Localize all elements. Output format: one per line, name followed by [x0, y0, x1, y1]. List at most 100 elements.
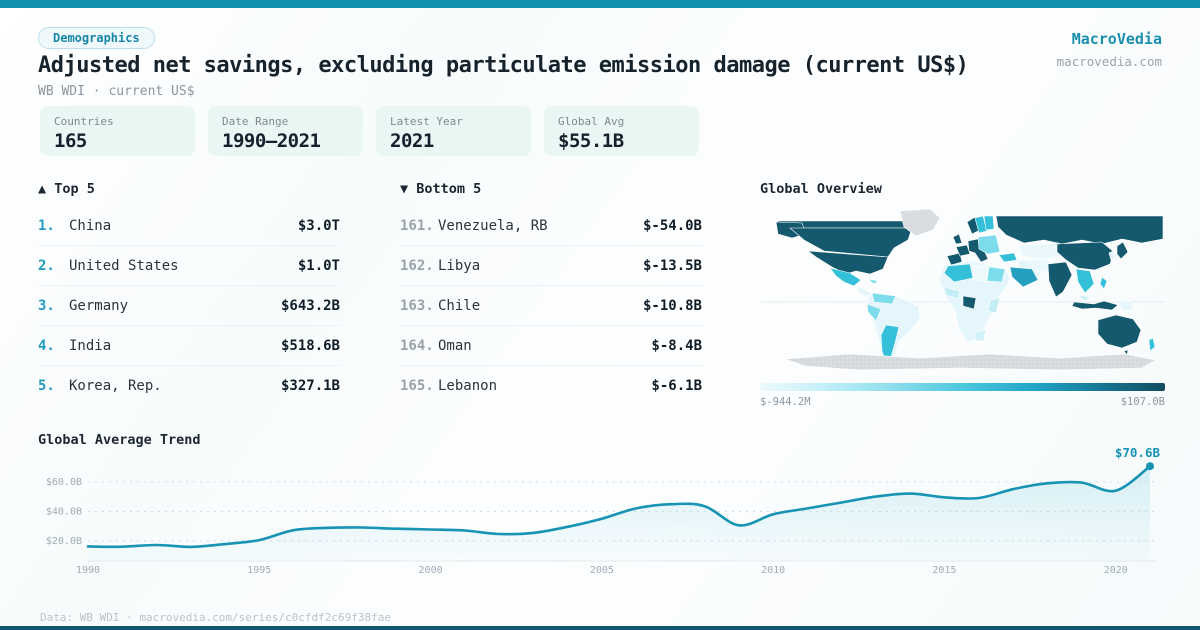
page-title: Adjusted net savings, excluding particul…: [38, 53, 969, 78]
region-antarctica: [784, 353, 1157, 371]
list-item: 163. Chile $-10.8B: [400, 286, 702, 326]
rank: 161.: [400, 217, 434, 234]
country-name: Venezuela, RB: [438, 217, 548, 234]
stat-card: Date Range 1990–2021: [208, 106, 363, 156]
country-name: Germany: [69, 297, 129, 314]
stat-value: $55.1B: [558, 130, 624, 152]
list-item: 165. Lebanon $-6.1B: [400, 366, 702, 406]
country-name: Lebanon: [438, 378, 498, 394]
rank: 5.: [38, 378, 55, 394]
country-value: $-6.1B: [651, 378, 702, 394]
country-name: United States: [69, 257, 179, 274]
top5-title: ▲ Top 5: [38, 181, 95, 197]
country-name: Chile: [438, 297, 481, 314]
latest-value-label: $70.6B: [1115, 448, 1161, 460]
list-item: 3. Germany $643.2B: [38, 286, 340, 326]
trend-line: [86, 464, 1152, 549]
rank: 4.: [38, 337, 55, 354]
stat-card: Latest Year 2021: [376, 106, 531, 156]
region-asia: [995, 215, 1164, 311]
country-name: China: [69, 217, 112, 234]
x-axis-label: 2020: [1104, 565, 1128, 576]
map-scale-labels: $-944.2M $107.0B: [760, 396, 1165, 408]
rank: 2.: [38, 257, 55, 274]
list-item: 4. India $518.6B: [38, 326, 340, 366]
country-value: $-8.4B: [651, 337, 702, 354]
trend-area: [88, 466, 1150, 560]
top5-list: 1. China $3.0T 2. United States $1.0T 3. German…: [38, 206, 340, 406]
world-choropleth-map: [760, 208, 1165, 371]
top-accent-bar: [0, 0, 1200, 8]
scale-max-label: $107.0B: [1120, 396, 1165, 408]
map-title: Global Overview: [760, 181, 882, 197]
list-item: 1. China $3.0T: [38, 206, 340, 246]
country-name: Libya: [438, 257, 481, 274]
list-item: 161. Venezuela, RB $-54.0B: [400, 206, 702, 246]
country-value: $-13.5B: [642, 257, 702, 274]
brand-block: MacroVedia macrovedia.com: [1057, 30, 1162, 69]
down-arrow-icon: ▼: [400, 181, 409, 197]
rank: 165.: [400, 378, 434, 394]
trend-chart: $20.0B $40.0B $60.0B $70.6B 1990 1995 2000 20…: [46, 448, 1161, 576]
region-oceania: [1097, 314, 1156, 356]
x-axis-label: 1995: [247, 565, 271, 576]
stat-label: Global Avg: [558, 115, 625, 128]
stat-value: 1990–2021: [222, 130, 321, 152]
country-value: $327.1B: [280, 378, 340, 394]
bottom5-title: ▼ Bottom 5: [400, 181, 482, 197]
stat-card: Countries 165: [40, 106, 195, 156]
country-name: India: [69, 337, 112, 354]
country-value: $-10.8B: [642, 297, 702, 314]
rank: 1.: [38, 217, 55, 234]
x-axis-label: 2000: [419, 565, 443, 576]
rank: 163.: [400, 297, 434, 314]
up-arrow-icon: ▲: [38, 181, 47, 197]
country-value: $518.6B: [280, 337, 340, 354]
rank: 3.: [38, 297, 55, 314]
bottom5-list: 161. Venezuela, RB $-54.0B 162. Libya $-13.5B…: [400, 206, 702, 406]
bottom5-panel: ▼ Bottom 5 161. Venezuela, RB $-54.0B 162. L…: [400, 181, 702, 406]
global-overview-panel: Global Overview: [760, 181, 1165, 408]
brand-url: macrovedia.com: [1056, 54, 1162, 69]
country-value: $1.0T: [297, 257, 340, 274]
country-value: $643.2B: [280, 297, 340, 314]
x-axis-label: 2015: [932, 565, 956, 576]
footer-source: Data: WB WDI · macrovedia.com/series/c0c…: [40, 611, 391, 624]
country-name: Oman: [438, 337, 472, 354]
list-item: 2. United States $1.0T: [38, 246, 340, 286]
rank: 162.: [400, 257, 434, 274]
scale-min-label: $-944.2M: [760, 396, 811, 408]
list-item: 5. Korea, Rep. $327.1B: [38, 366, 340, 406]
country-name: Korea, Rep.: [69, 378, 162, 394]
list-item: 164. Oman $-8.4B: [400, 326, 702, 366]
y-axis-label: $60.0B: [46, 477, 82, 488]
x-axis-label: 2005: [590, 565, 614, 576]
x-axis-label: 1990: [76, 565, 100, 576]
map-color-scale: [760, 383, 1165, 391]
latest-point-dot: [1146, 462, 1154, 471]
stat-value: 2021: [390, 130, 434, 152]
bottom-accent-bar: [0, 626, 1200, 630]
region-north-america: [775, 208, 941, 298]
country-value: $3.0T: [297, 217, 340, 234]
stat-cards-row: Countries 165 Date Range 1990–2021 Latest Ye…: [40, 106, 699, 156]
stat-value: 165: [54, 130, 87, 152]
top5-panel: ▲ Top 5 1. China $3.0T 2. United States $1.0T…: [38, 181, 340, 406]
country-value: $-54.0B: [642, 217, 702, 234]
stat-label: Latest Year: [390, 115, 463, 128]
stat-card: Global Avg $55.1B: [544, 106, 699, 156]
x-axis-labels: 1990 1995 2000 2005 2010 2015 2020: [76, 565, 1128, 576]
region-africa: [938, 260, 1011, 343]
y-axis-label: $40.0B: [46, 506, 82, 517]
page-subtitle: WB WDI · current US$: [38, 84, 195, 99]
region-europe: [946, 215, 1001, 266]
stat-label: Countries: [54, 115, 114, 128]
trend-title: Global Average Trend: [38, 432, 201, 448]
category-badge: Demographics: [38, 27, 155, 49]
brand-wordmark: MacroVedia: [1071, 30, 1162, 48]
stat-label: Date Range: [222, 115, 289, 128]
y-axis-label: $20.0B: [46, 536, 82, 547]
x-axis-label: 2010: [761, 565, 785, 576]
rank: 164.: [400, 337, 434, 354]
